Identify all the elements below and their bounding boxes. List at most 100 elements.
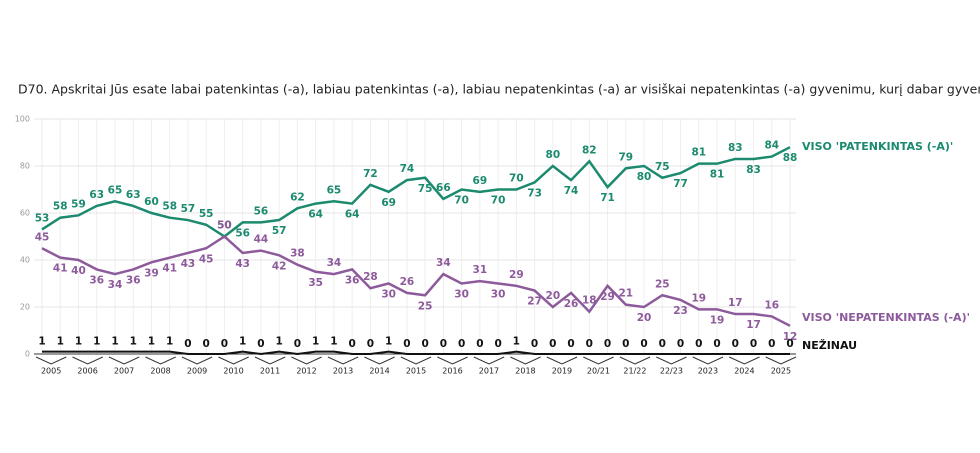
x-tick-label: 2014 [369, 367, 389, 376]
data-label: 77 [673, 178, 688, 190]
data-label: 0 [257, 338, 264, 350]
group-bracket [656, 356, 687, 365]
data-label: 70 [454, 195, 469, 207]
data-label: 45 [199, 253, 214, 265]
data-label: 64 [345, 209, 360, 221]
data-label: 19 [691, 292, 706, 304]
group-bracket [437, 356, 468, 365]
data-label: 63 [89, 189, 104, 201]
x-tick-label: 2005 [41, 367, 61, 376]
group-bracket [400, 356, 432, 365]
y-tick-label: 100 [15, 115, 30, 124]
data-label: 0 [732, 338, 739, 350]
data-label: 38 [290, 248, 305, 260]
data-label: 82 [582, 144, 597, 156]
data-label: 1 [93, 336, 100, 348]
data-label: 83 [746, 164, 761, 176]
data-label: 81 [710, 169, 725, 181]
data-label: 71 [600, 192, 615, 204]
data-label: 1 [276, 336, 283, 348]
data-label: 27 [527, 296, 542, 308]
x-tick-label: 2008 [150, 367, 170, 376]
data-label: 0 [640, 338, 647, 350]
series-line [41, 234, 791, 327]
y-tick-label: 40 [20, 256, 30, 265]
data-label: 17 [746, 319, 761, 331]
group-bracket [291, 356, 322, 365]
data-label: 25 [655, 278, 670, 290]
data-label: 29 [600, 291, 615, 303]
data-label: 41 [53, 263, 68, 275]
data-label: 1 [75, 336, 82, 348]
data-label: 0 [494, 338, 501, 350]
x-tick-label: 2006 [77, 367, 97, 376]
data-label: 0 [184, 338, 191, 350]
data-label: 0 [476, 338, 483, 350]
data-label: 43 [235, 258, 250, 270]
data-label: 55 [199, 208, 214, 220]
x-tick-label: 2019 [552, 367, 572, 376]
data-label: 34 [108, 279, 123, 291]
data-label: 30 [381, 289, 396, 301]
data-label: 0 [622, 338, 629, 350]
x-tick-label: 2017 [479, 367, 499, 376]
data-label: 0 [677, 338, 684, 350]
data-label: 30 [454, 289, 469, 301]
group-bracket [364, 356, 395, 365]
data-label: 28 [363, 271, 378, 283]
data-label: 63 [126, 189, 141, 201]
data-label: 81 [691, 147, 706, 159]
data-label: 0 [221, 338, 228, 350]
data-label: 25 [418, 300, 433, 312]
chart-title: D70. Apskritai Jūs esate labai patenkint… [18, 82, 980, 97]
data-label: 35 [308, 277, 323, 289]
x-tick-label: 2023 [698, 367, 718, 376]
data-label: 1 [239, 336, 246, 348]
data-label: 0 [348, 338, 355, 350]
x-tick-label: 2010 [223, 367, 243, 376]
group-bracket [181, 356, 213, 365]
data-label: 57 [181, 203, 196, 215]
x-tick-label: 2015 [406, 367, 426, 376]
data-label: 29 [509, 269, 524, 281]
x-tick-label: 2013 [333, 367, 353, 376]
x-tick-label: 2012 [296, 367, 316, 376]
data-label: 66 [436, 182, 451, 194]
data-label: 26 [400, 276, 415, 288]
data-label: 34 [327, 257, 342, 269]
group-bracket [510, 356, 541, 365]
data-label: 0 [695, 338, 702, 350]
x-tick-label: 2009 [187, 367, 207, 376]
data-label: 62 [290, 191, 305, 203]
data-label: 56 [254, 205, 269, 217]
data-label: 58 [53, 201, 68, 213]
data-label: 0 [367, 338, 374, 350]
x-tick-label: 2011 [260, 367, 280, 376]
data-label: 0 [768, 338, 775, 350]
group-bracket [473, 356, 505, 365]
data-label: 42 [272, 260, 287, 272]
group-bracket [254, 356, 286, 365]
data-label: 17 [728, 297, 743, 309]
data-label: 70 [509, 173, 524, 185]
data-label: 1 [38, 336, 45, 348]
data-label: 0 [786, 338, 793, 350]
group-bracket [218, 356, 249, 365]
series-line [41, 146, 791, 239]
data-label: 0 [531, 338, 538, 350]
data-label: 18 [582, 295, 597, 307]
data-label: 1 [330, 336, 337, 348]
data-label: 20 [637, 312, 652, 324]
data-label: 40 [71, 265, 86, 277]
data-label: 80 [546, 149, 561, 161]
data-label: 1 [130, 336, 137, 348]
x-tick-label: 2016 [442, 367, 462, 376]
data-label: 0 [750, 338, 757, 350]
data-label: 16 [764, 299, 779, 311]
group-bracket [35, 356, 67, 365]
data-label: 1 [57, 336, 64, 348]
data-label: 21 [618, 288, 633, 300]
data-label: 75 [655, 161, 670, 173]
group-bracket [692, 356, 724, 365]
